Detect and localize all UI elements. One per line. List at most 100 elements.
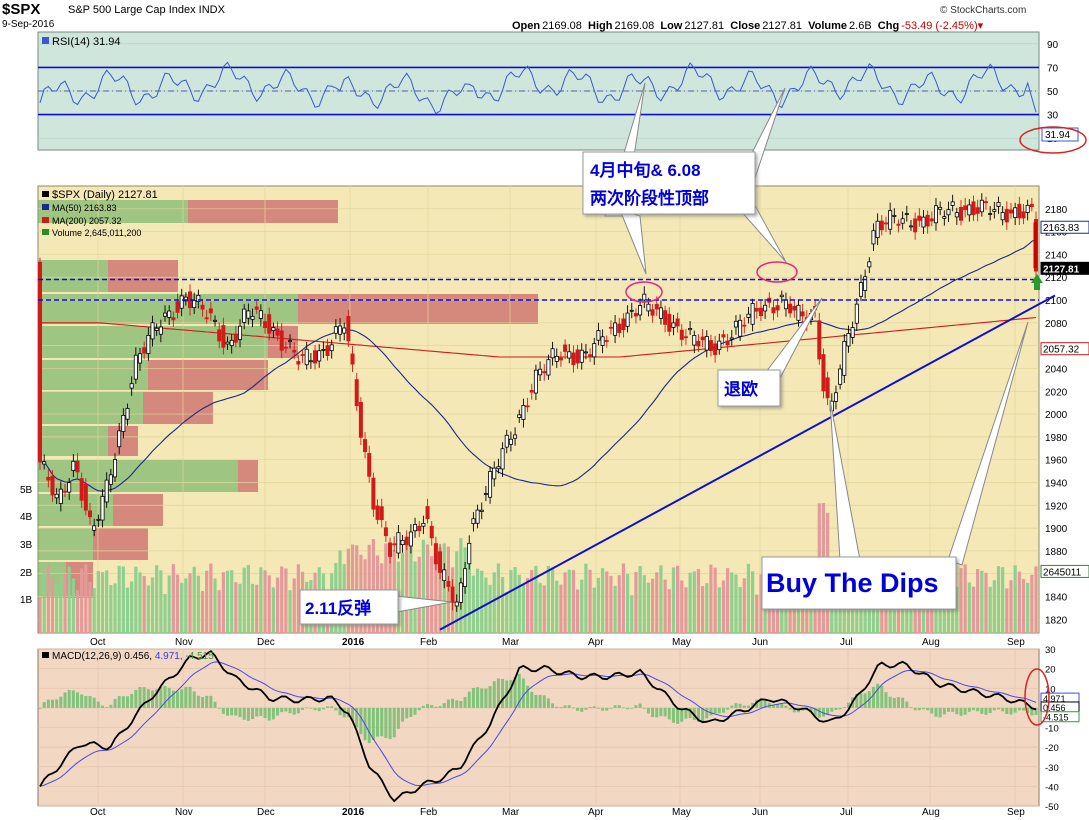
volume-bar — [830, 586, 834, 633]
volume-bar — [255, 584, 259, 633]
rsi-tick-label: 90 — [1047, 40, 1059, 51]
volume-bar — [121, 566, 125, 633]
macd-histogram-bar — [555, 706, 559, 708]
volume-bar — [742, 578, 746, 633]
rsi-tick-label: 70 — [1047, 63, 1059, 74]
macd-histogram-bar — [963, 707, 967, 715]
macd-histogram-bar — [305, 707, 309, 709]
volume-by-price-down — [93, 528, 148, 560]
macd-histogram-bar — [534, 694, 538, 708]
macd-histogram-bar — [509, 679, 513, 708]
price-tick-label: 2000 — [1045, 410, 1068, 421]
macd-histogram-bar — [813, 707, 817, 716]
volume-bar — [275, 577, 280, 633]
price-flag-label: 2057.32 — [1043, 345, 1080, 356]
macd-histogram-bar — [759, 698, 763, 708]
macd-histogram-bar — [584, 707, 588, 710]
macd-histogram-bar — [792, 707, 796, 713]
candle-body — [1029, 203, 1034, 208]
candle-body — [300, 354, 305, 356]
candle-body — [421, 522, 426, 527]
candle-body — [417, 525, 422, 532]
candle-body — [1008, 209, 1013, 214]
macd-x-label: Aug — [922, 807, 940, 818]
candle-body — [292, 349, 297, 353]
volume-bar — [117, 565, 121, 633]
volume-by-price-down — [143, 392, 213, 424]
macd-histogram-bar — [409, 707, 413, 718]
candle-body — [121, 415, 126, 432]
macd-histogram-bar — [1034, 707, 1038, 715]
macd-histogram-bar — [463, 696, 467, 708]
macd-histogram-bar — [671, 707, 675, 723]
candle-body — [154, 327, 159, 331]
candle-body — [738, 319, 743, 337]
volume-bar — [638, 565, 642, 633]
candle-body — [867, 261, 872, 268]
price-tick-label: 2120 — [1045, 273, 1068, 284]
candle-body — [279, 330, 284, 351]
volume-bar — [71, 578, 75, 633]
volume-bar — [655, 572, 659, 633]
macd-histogram-bar — [967, 707, 971, 712]
candle-body — [746, 313, 751, 318]
volume-bar — [409, 541, 413, 633]
macd-histogram-bar — [721, 707, 725, 713]
candle-body — [117, 430, 122, 448]
volume-bar — [659, 565, 663, 633]
candle-body — [163, 312, 168, 317]
macd-histogram-bar — [938, 707, 942, 718]
candle-body — [371, 477, 376, 510]
macd-histogram-bar — [101, 705, 105, 708]
volume-bar — [600, 568, 605, 633]
macd-histogram-bar — [230, 707, 234, 716]
volume-bar — [200, 590, 205, 633]
candle-body — [904, 213, 909, 216]
volume-bar — [571, 570, 576, 633]
candle-body — [238, 325, 243, 340]
symbol-label: $SPX — [2, 1, 41, 18]
macd-histogram-bar — [696, 707, 700, 722]
macd-histogram-bar — [955, 707, 959, 715]
candle-body — [38, 261, 43, 463]
candle-body — [471, 518, 476, 525]
volume-bar — [400, 552, 405, 633]
macd-x-label: Nov — [175, 807, 193, 818]
volume-bar — [534, 565, 538, 633]
candle-body — [133, 354, 138, 380]
candle-body — [79, 478, 84, 501]
candle-body — [792, 306, 797, 311]
macd-histogram-bar — [259, 707, 263, 716]
candle-body — [654, 303, 659, 310]
candle-body — [150, 322, 155, 340]
candle-body — [1004, 208, 1009, 223]
candle-body — [242, 308, 247, 323]
macd-histogram-bar — [830, 707, 834, 712]
volume-bar — [721, 580, 726, 633]
volume-bar — [184, 578, 188, 633]
volume-bar — [205, 570, 209, 633]
volume-by-price-down — [113, 494, 163, 526]
macd-histogram-bar — [171, 690, 175, 708]
volume-bar — [755, 594, 759, 633]
macd-histogram-bar — [221, 707, 225, 714]
macd-x-label: May — [672, 807, 691, 818]
candle-body — [233, 333, 238, 343]
macd-histogram-bar — [205, 695, 209, 708]
macd-histogram-bar — [292, 707, 296, 715]
candle-body — [567, 351, 572, 359]
macd-histogram-bar — [346, 707, 350, 718]
macd-histogram-bar — [855, 693, 859, 708]
price-legend-swatch — [42, 191, 49, 197]
volume-bar — [630, 595, 634, 633]
macd-histogram-bar — [542, 695, 546, 708]
candle-body — [783, 299, 788, 310]
candle-body — [992, 209, 997, 212]
macd-histogram-bar — [184, 686, 188, 708]
price-x-label: Sep — [1007, 637, 1025, 648]
macd-histogram-bar — [155, 689, 159, 708]
candle-body — [100, 496, 105, 521]
price-legend-swatch — [42, 204, 49, 210]
candle-body — [688, 328, 693, 331]
volume-bar — [621, 563, 626, 633]
